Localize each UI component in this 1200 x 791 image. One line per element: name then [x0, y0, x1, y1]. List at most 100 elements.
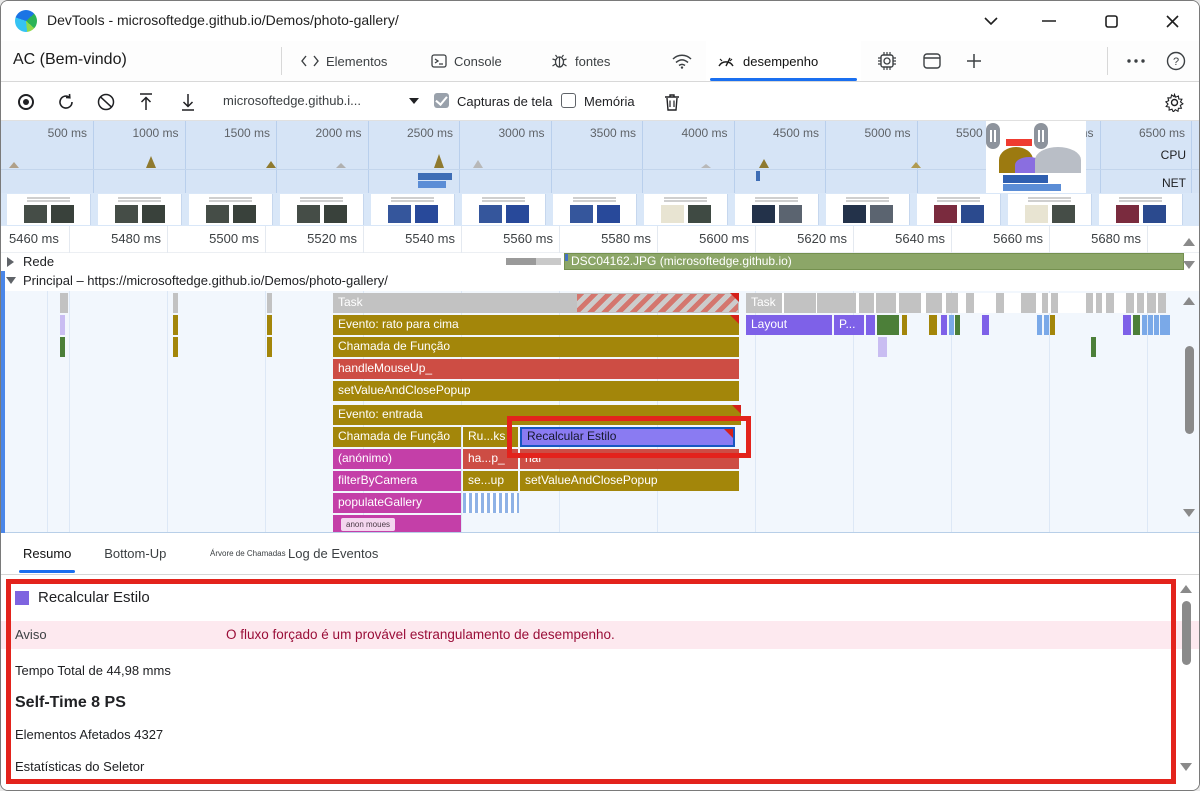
flame-bar[interactable]: [267, 315, 272, 335]
flame-bar[interactable]: Task: [333, 293, 739, 313]
flame-bar[interactable]: anon moues: [333, 515, 461, 532]
screenshots-label[interactable]: Capturas de tela: [457, 94, 553, 109]
more-options-button[interactable]: [1117, 41, 1155, 81]
flame-bar[interactable]: [1037, 315, 1042, 335]
network-track-label[interactable]: Rede: [23, 254, 55, 269]
scroll-up-arrow[interactable]: [1183, 238, 1195, 246]
scroll-up-arrow[interactable]: [1183, 297, 1195, 305]
network-request-bar[interactable]: DSC04162.JPG (microsoftedge.github.io): [564, 253, 1184, 270]
download-profile-button[interactable]: [175, 89, 201, 115]
context-selector[interactable]: AC (Bem-vindo): [13, 51, 127, 68]
flame-bar[interactable]: [1044, 315, 1049, 335]
tab-fontes[interactable]: fontes: [541, 41, 620, 81]
flame-bar[interactable]: (anónimo): [333, 449, 461, 469]
scrollbar-thumb[interactable]: [1185, 346, 1194, 434]
selection-right-handle[interactable]: [1034, 123, 1048, 149]
flame-bar[interactable]: [878, 337, 887, 357]
filmstrip-screenshot[interactable]: [371, 194, 455, 225]
memory-label[interactable]: Memória: [584, 94, 635, 109]
scrollbar-thumb[interactable]: [1182, 601, 1191, 665]
chevron-down-icon[interactable]: [976, 9, 1006, 33]
flame-bar[interactable]: [902, 315, 907, 335]
filmstrip-screenshot[interactable]: [917, 194, 1001, 225]
tab-console[interactable]: Console: [421, 41, 512, 81]
tab-desempenho[interactable]: desempenho: [706, 41, 861, 81]
dropdown-caret-icon[interactable]: [409, 98, 419, 104]
flame-bar[interactable]: [929, 315, 937, 335]
flame-bar[interactable]: [1165, 315, 1170, 335]
network-request-pending-bar[interactable]: [506, 258, 561, 265]
flame-bar[interactable]: [1123, 315, 1131, 335]
flame-bar[interactable]: Recalcular Estilo: [520, 427, 735, 447]
flame-bar[interactable]: Ru...ks: [463, 427, 518, 447]
help-button[interactable]: ?: [1156, 41, 1196, 81]
filmstrip-screenshot[interactable]: [826, 194, 910, 225]
flame-bar[interactable]: [1050, 315, 1055, 335]
flame-chart[interactable]: Task Task Evento: rato para cima Layout P...…: [1, 291, 1199, 533]
capture-settings-button[interactable]: [1161, 89, 1187, 115]
flame-bar[interactable]: [982, 315, 989, 335]
filmstrip-screenshot[interactable]: [280, 194, 364, 225]
flame-bar[interactable]: setValueAndClosePopup: [520, 471, 739, 491]
scroll-down-arrow[interactable]: [1183, 261, 1195, 269]
filmstrip-screenshot[interactable]: [1008, 194, 1092, 225]
flame-bar[interactable]: [1133, 315, 1140, 335]
application-panel-icon[interactable]: [913, 41, 951, 81]
flame-bar[interactable]: [60, 337, 65, 357]
flame-bar[interactable]: [173, 337, 178, 357]
filmstrip-screenshot[interactable]: [1099, 194, 1183, 225]
filmstrip-screenshot[interactable]: [462, 194, 546, 225]
scroll-up-arrow[interactable]: [1180, 585, 1192, 593]
maximize-button[interactable]: [1096, 9, 1126, 33]
selector-stats-link[interactable]: Estatísticas do Seletor: [15, 759, 145, 774]
main-thread-label[interactable]: Principal – https://microsoftedge.github…: [23, 273, 388, 288]
flame-bar[interactable]: se...up: [463, 471, 518, 491]
flame-bar[interactable]: handleMouseUp_: [333, 359, 739, 379]
flame-bar[interactable]: [877, 315, 899, 335]
tab-bottom-up[interactable]: Bottom-Up: [104, 546, 167, 561]
flame-bar[interactable]: [267, 337, 272, 357]
filmstrip-screenshot[interactable]: [644, 194, 728, 225]
scroll-down-arrow[interactable]: [1180, 763, 1192, 771]
filmstrip-screenshot[interactable]: [98, 194, 182, 225]
trash-button[interactable]: [659, 89, 685, 115]
filmstrip-screenshot[interactable]: [189, 194, 273, 225]
flame-bar[interactable]: [267, 293, 272, 313]
tab-resumo[interactable]: Resumo: [19, 533, 76, 574]
minimize-button[interactable]: [1034, 9, 1064, 33]
more-tabs-button[interactable]: [957, 41, 991, 81]
memory-panel-icon[interactable]: [867, 41, 907, 81]
collapse-arrow-icon[interactable]: [6, 277, 16, 284]
flame-bar[interactable]: [1142, 315, 1147, 335]
screenshots-checkbox[interactable]: [434, 93, 449, 108]
flame-bar[interactable]: [866, 315, 875, 335]
flame-bar[interactable]: [60, 293, 68, 313]
scroll-down-arrow[interactable]: [1183, 509, 1195, 517]
flame-bar[interactable]: [1160, 315, 1165, 335]
flame-bar[interactable]: [955, 315, 960, 335]
flame-bar[interactable]: [941, 315, 947, 335]
clear-button[interactable]: [93, 89, 119, 115]
reload-and-record-button[interactable]: [53, 89, 79, 115]
filmstrip-screenshot[interactable]: [553, 194, 637, 225]
flame-bar[interactable]: setValueAndClosePopup: [333, 381, 739, 401]
flame-bar[interactable]: Chamada de Função: [333, 427, 461, 447]
tab--rvore-de-chamadas[interactable]: Árvore de Chamadas: [210, 549, 286, 558]
network-conditions-icon[interactable]: [661, 41, 703, 81]
screenshot-filmstrip[interactable]: [1, 193, 1199, 226]
flame-bar[interactable]: P...: [834, 315, 864, 335]
record-button[interactable]: [13, 89, 39, 115]
flame-bar[interactable]: [1154, 315, 1159, 335]
flame-bar[interactable]: [173, 293, 178, 313]
flame-bar[interactable]: Task: [746, 293, 1166, 313]
flame-bar[interactable]: Evento: rato para cima: [333, 315, 739, 335]
close-button[interactable]: [1157, 9, 1187, 33]
tab-elementos[interactable]: Elementos: [291, 41, 397, 81]
flame-bar[interactable]: [1091, 337, 1096, 357]
memory-checkbox[interactable]: [561, 93, 576, 108]
selection-left-handle[interactable]: [986, 123, 1000, 149]
filmstrip-screenshot[interactable]: [7, 194, 91, 225]
flame-bar[interactable]: Layout: [746, 315, 832, 335]
flame-bar[interactable]: populateGallery: [333, 493, 461, 513]
filmstrip-screenshot[interactable]: [735, 194, 819, 225]
